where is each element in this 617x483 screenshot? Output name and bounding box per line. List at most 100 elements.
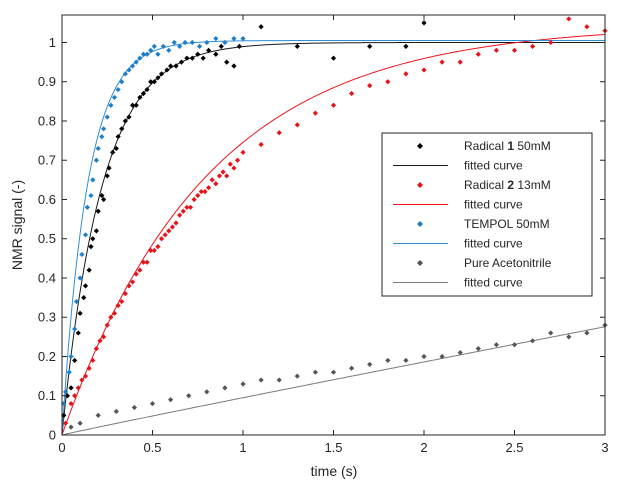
data-point xyxy=(79,251,85,258)
y-tick-label: 0.1 xyxy=(38,388,56,403)
data-point xyxy=(93,346,99,352)
data-point xyxy=(195,192,201,199)
legend-entry: Pure Acetonitrile xyxy=(417,256,552,270)
data-point xyxy=(68,353,74,360)
data-point xyxy=(133,102,139,108)
legend-fit-entry: fitted curve xyxy=(393,198,523,212)
data-point xyxy=(166,47,172,53)
data-point xyxy=(189,55,195,61)
legend-series-label-part: Radical xyxy=(464,178,507,192)
data-point xyxy=(189,39,195,46)
data-point xyxy=(206,47,212,53)
data-point xyxy=(63,389,69,395)
data-point xyxy=(177,212,183,218)
data-point xyxy=(79,377,85,383)
data-point xyxy=(475,346,481,352)
data-point xyxy=(164,67,170,73)
data-point xyxy=(403,43,409,50)
data-point xyxy=(73,298,80,305)
series-radical-2-13mm xyxy=(61,33,606,436)
data-point xyxy=(131,404,137,411)
data-point xyxy=(95,145,101,152)
legend-series-label-part: 2 xyxy=(507,178,514,192)
data-point xyxy=(101,196,107,203)
y-axis-label: NMR signal (-) xyxy=(9,180,25,270)
x-tick-label: 0 xyxy=(58,440,65,455)
data-point xyxy=(72,326,78,332)
data-point xyxy=(126,114,132,120)
data-point xyxy=(101,334,107,340)
data-point xyxy=(421,353,427,360)
data-point xyxy=(234,157,241,163)
data-point xyxy=(144,51,150,57)
data-point xyxy=(133,59,139,65)
data-point xyxy=(90,357,96,364)
legend-fit-label: fitted curve xyxy=(464,276,523,290)
fitted-curve xyxy=(61,33,606,436)
data-point xyxy=(61,400,67,407)
legend-entry: TEMPOL 50mM xyxy=(417,217,550,231)
data-point xyxy=(191,196,197,203)
data-layer xyxy=(61,16,608,436)
data-point xyxy=(227,161,233,167)
data-point xyxy=(63,420,69,426)
data-point xyxy=(202,189,208,195)
legend: Radical 1 50mM fitted curve Radical 2 13mM… xyxy=(381,132,593,297)
data-point xyxy=(180,208,186,214)
data-point xyxy=(439,59,445,65)
data-point xyxy=(95,412,101,418)
legend-entry: Radical 2 13mM xyxy=(417,178,551,192)
data-point xyxy=(385,357,391,364)
data-point xyxy=(195,51,201,57)
legend-fit-entry: fitted curve xyxy=(393,159,523,173)
data-point xyxy=(186,393,192,399)
data-point xyxy=(82,283,89,289)
data-point xyxy=(115,86,121,93)
data-point xyxy=(330,369,337,375)
data-point xyxy=(111,310,118,316)
data-point xyxy=(178,59,185,65)
data-point xyxy=(439,353,445,360)
data-point xyxy=(133,271,139,277)
data-point xyxy=(137,267,143,273)
data-point xyxy=(148,79,154,85)
data-point xyxy=(115,134,121,140)
data-point xyxy=(126,283,132,289)
data-point xyxy=(493,47,499,53)
data-point xyxy=(258,141,264,148)
data-point xyxy=(77,310,83,316)
data-point xyxy=(155,243,161,250)
data-point xyxy=(385,79,391,85)
data-point xyxy=(196,43,203,50)
data-point xyxy=(213,181,219,187)
x-tick-label: 2.5 xyxy=(505,440,523,455)
data-point xyxy=(88,192,94,199)
data-point xyxy=(90,236,96,242)
y-tick-label: 0.4 xyxy=(38,270,56,285)
data-point xyxy=(367,361,373,367)
legend-marker xyxy=(417,260,423,266)
data-point xyxy=(258,24,264,30)
data-point xyxy=(168,397,174,403)
data-point xyxy=(158,236,165,242)
legend-marker xyxy=(417,182,423,188)
data-point xyxy=(168,63,174,69)
data-point xyxy=(204,39,210,46)
data-point xyxy=(137,94,143,101)
data-point xyxy=(93,228,99,234)
data-point xyxy=(160,43,166,50)
data-point xyxy=(200,55,206,61)
legend-series-label-part: TEMPOL 50mM xyxy=(464,217,550,231)
data-point xyxy=(81,295,87,301)
legend-series-label: Radical 1 50mM xyxy=(464,139,551,153)
y-tick-label: 0.5 xyxy=(38,231,56,246)
data-point xyxy=(548,39,554,46)
data-point xyxy=(122,71,128,77)
data-point xyxy=(173,63,179,69)
x-tick-label: 0.5 xyxy=(143,440,161,455)
data-point xyxy=(294,373,300,379)
y-tick-label: 0.6 xyxy=(38,192,56,207)
data-point xyxy=(240,149,246,155)
data-point xyxy=(171,39,177,46)
data-point xyxy=(99,192,105,199)
